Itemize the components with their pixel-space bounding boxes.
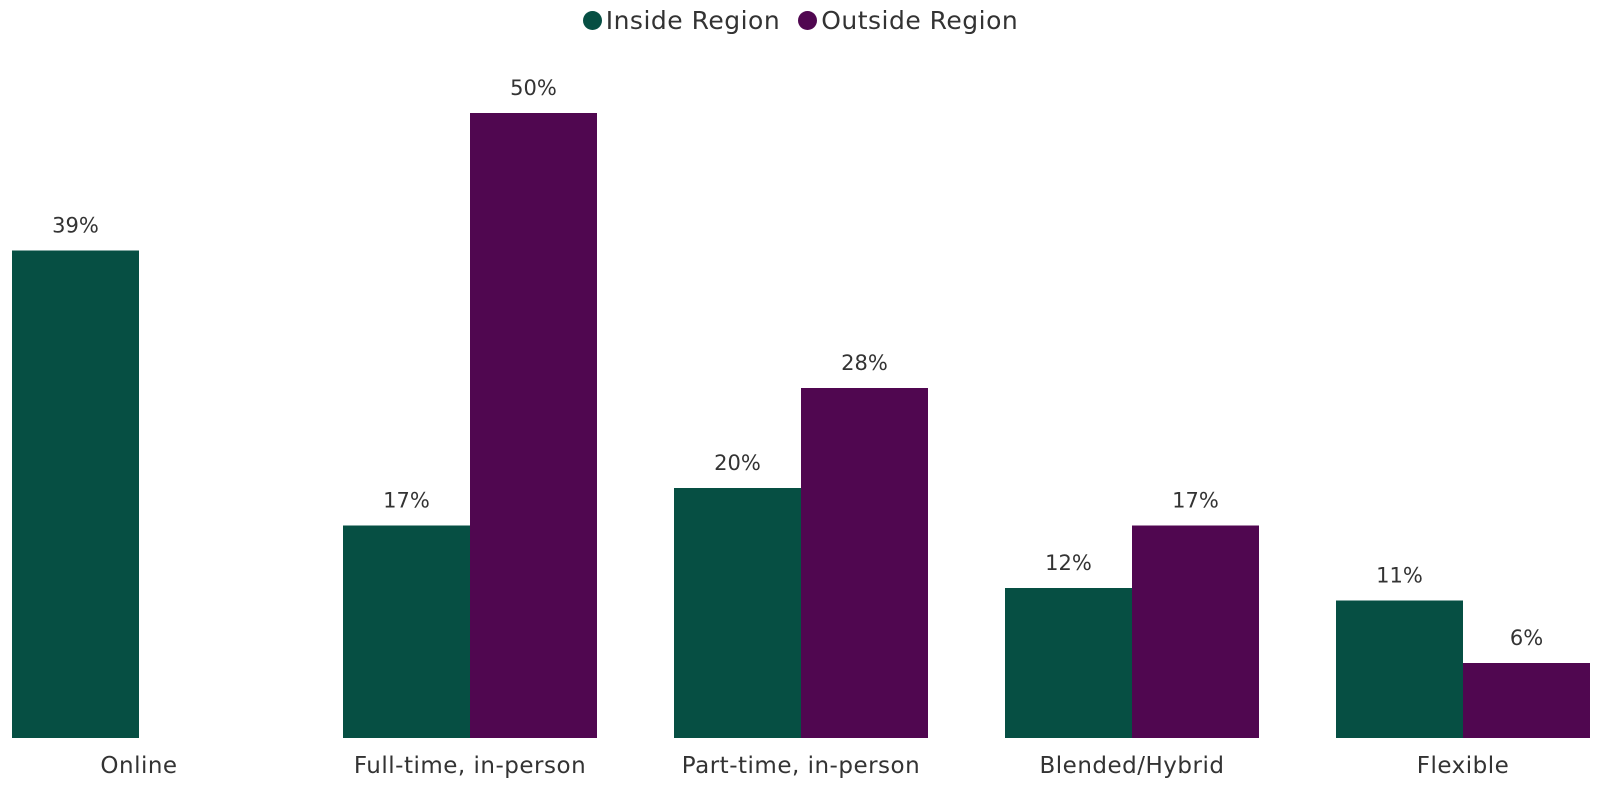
- legend-swatch-inside-region: [582, 10, 602, 30]
- x-tick-label-1: Full-time, in-person: [354, 753, 586, 779]
- data-label-inside-1: 17%: [383, 489, 430, 513]
- bar-inside-0: [12, 250, 139, 738]
- legend-item-inside-region: Inside Region: [582, 5, 781, 35]
- data-label-inside-0: 39%: [52, 214, 99, 238]
- data-label-inside-2: 20%: [714, 451, 761, 475]
- legend-swatch-outside-region: [798, 10, 818, 30]
- legend-item-outside-region: Outside Region: [798, 6, 1018, 35]
- x-tick-label-0: Online: [100, 753, 177, 779]
- data-label-inside-3: 12%: [1045, 551, 1092, 575]
- bar-inside-2: [674, 488, 801, 738]
- bar-inside-3: [1005, 588, 1132, 738]
- bar-inside-1: [343, 525, 470, 738]
- bar-outside-2: [801, 388, 928, 738]
- bar-outside-1: [470, 113, 597, 738]
- data-label-inside-4: 11%: [1376, 564, 1423, 588]
- data-label-outside-1: 50%: [510, 76, 557, 100]
- bar-inside-4: [1336, 600, 1463, 738]
- data-label-outside-3: 17%: [1172, 489, 1219, 513]
- data-label-outside-4: 6%: [1510, 626, 1543, 650]
- x-tick-label-3: Blended/Hybrid: [1040, 753, 1225, 779]
- x-tick-label-4: Flexible: [1417, 753, 1510, 779]
- legend: Inside Region Outside Region: [0, 2, 1601, 38]
- bar-outside-3: [1132, 525, 1259, 738]
- legend-label-inside-region: Inside Region: [605, 5, 781, 35]
- bar-outside-4: [1463, 663, 1590, 738]
- x-tick-label-2: Part-time, in-person: [682, 753, 920, 779]
- data-label-outside-2: 28%: [841, 351, 888, 375]
- legend-label-outside-region: Outside Region: [821, 5, 1019, 35]
